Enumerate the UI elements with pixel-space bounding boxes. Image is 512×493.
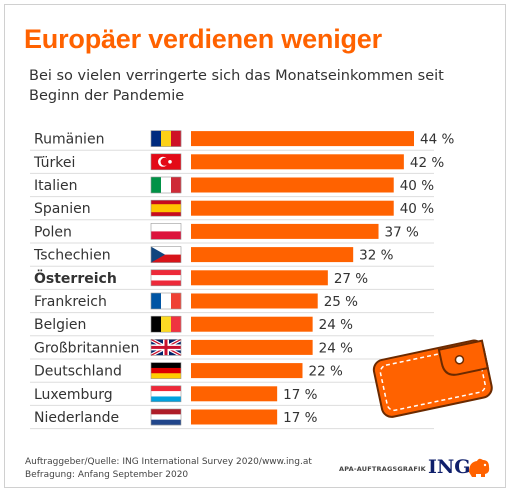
- category-label: Österreich: [34, 269, 117, 287]
- flag-icon: [150, 176, 182, 194]
- category-label: Luxemburg: [34, 387, 113, 403]
- bar: [191, 154, 404, 170]
- credit-label: APA-AUFTRAGSGRAFIK: [339, 465, 426, 473]
- flag-icon: [150, 292, 182, 310]
- flag-icon: [150, 362, 182, 379]
- page-title: Europäer verdienen weniger: [24, 24, 382, 54]
- bar: [191, 200, 394, 216]
- flag-icon: [150, 269, 182, 287]
- value-label: 24 %: [319, 317, 353, 333]
- source-note: Auftraggeber/Quelle: ING International S…: [25, 456, 312, 482]
- value-label: 42 %: [410, 155, 444, 171]
- flag-icon: [150, 199, 182, 217]
- category-label: Tschechien: [33, 248, 111, 264]
- bar: [191, 247, 354, 263]
- category-label: Großbritannien: [34, 340, 139, 356]
- flag-icon: [150, 315, 182, 333]
- category-label: Italien: [34, 178, 77, 194]
- value-label: 27 %: [334, 271, 368, 287]
- lion-icon: [469, 458, 490, 477]
- survey-date: Befragung: Anfang September 2020: [25, 470, 189, 480]
- category-label: Rumänien: [34, 132, 104, 148]
- subtitle: Bei so vielen verringerte sich das Monat…: [29, 68, 444, 104]
- bar: [191, 386, 278, 402]
- flag-icon: [150, 246, 182, 263]
- value-label: 37 %: [385, 224, 419, 240]
- flag-icon: [150, 408, 182, 426]
- category-label: Deutschland: [34, 364, 122, 380]
- value-label: 17 %: [283, 387, 317, 403]
- bar: [191, 293, 318, 309]
- value-label: 44 %: [420, 132, 454, 148]
- bar: [191, 177, 394, 193]
- wallet-icon: [372, 339, 493, 418]
- category-label: Frankreich: [34, 294, 107, 310]
- value-label: 40 %: [400, 178, 434, 194]
- value-label: 25 %: [324, 294, 358, 310]
- category-label: Spanien: [34, 201, 91, 217]
- bar: [191, 363, 303, 379]
- flag-icon: [150, 130, 182, 147]
- bar: [191, 339, 313, 355]
- flag-icon: [150, 385, 182, 403]
- flag-icon: [150, 153, 182, 171]
- bar: [191, 270, 328, 286]
- bar: [191, 316, 313, 332]
- value-label: 22 %: [309, 364, 343, 380]
- value-label: 40 %: [400, 201, 434, 217]
- bar: [191, 223, 379, 239]
- value-label: 17 %: [283, 410, 317, 426]
- value-label: 24 %: [319, 340, 353, 356]
- category-label: Polen: [34, 224, 72, 240]
- flag-icon: [150, 337, 182, 357]
- ing-logo: ING: [428, 456, 471, 478]
- category-label: Türkei: [33, 155, 75, 171]
- bar: [191, 131, 414, 147]
- value-label: 32 %: [359, 248, 393, 264]
- category-label: Belgien: [34, 317, 86, 333]
- flag-icon: [150, 223, 182, 240]
- bar: [191, 409, 278, 425]
- category-label: Niederlande: [34, 410, 119, 426]
- source-text: Auftraggeber/Quelle: ING International S…: [25, 457, 312, 467]
